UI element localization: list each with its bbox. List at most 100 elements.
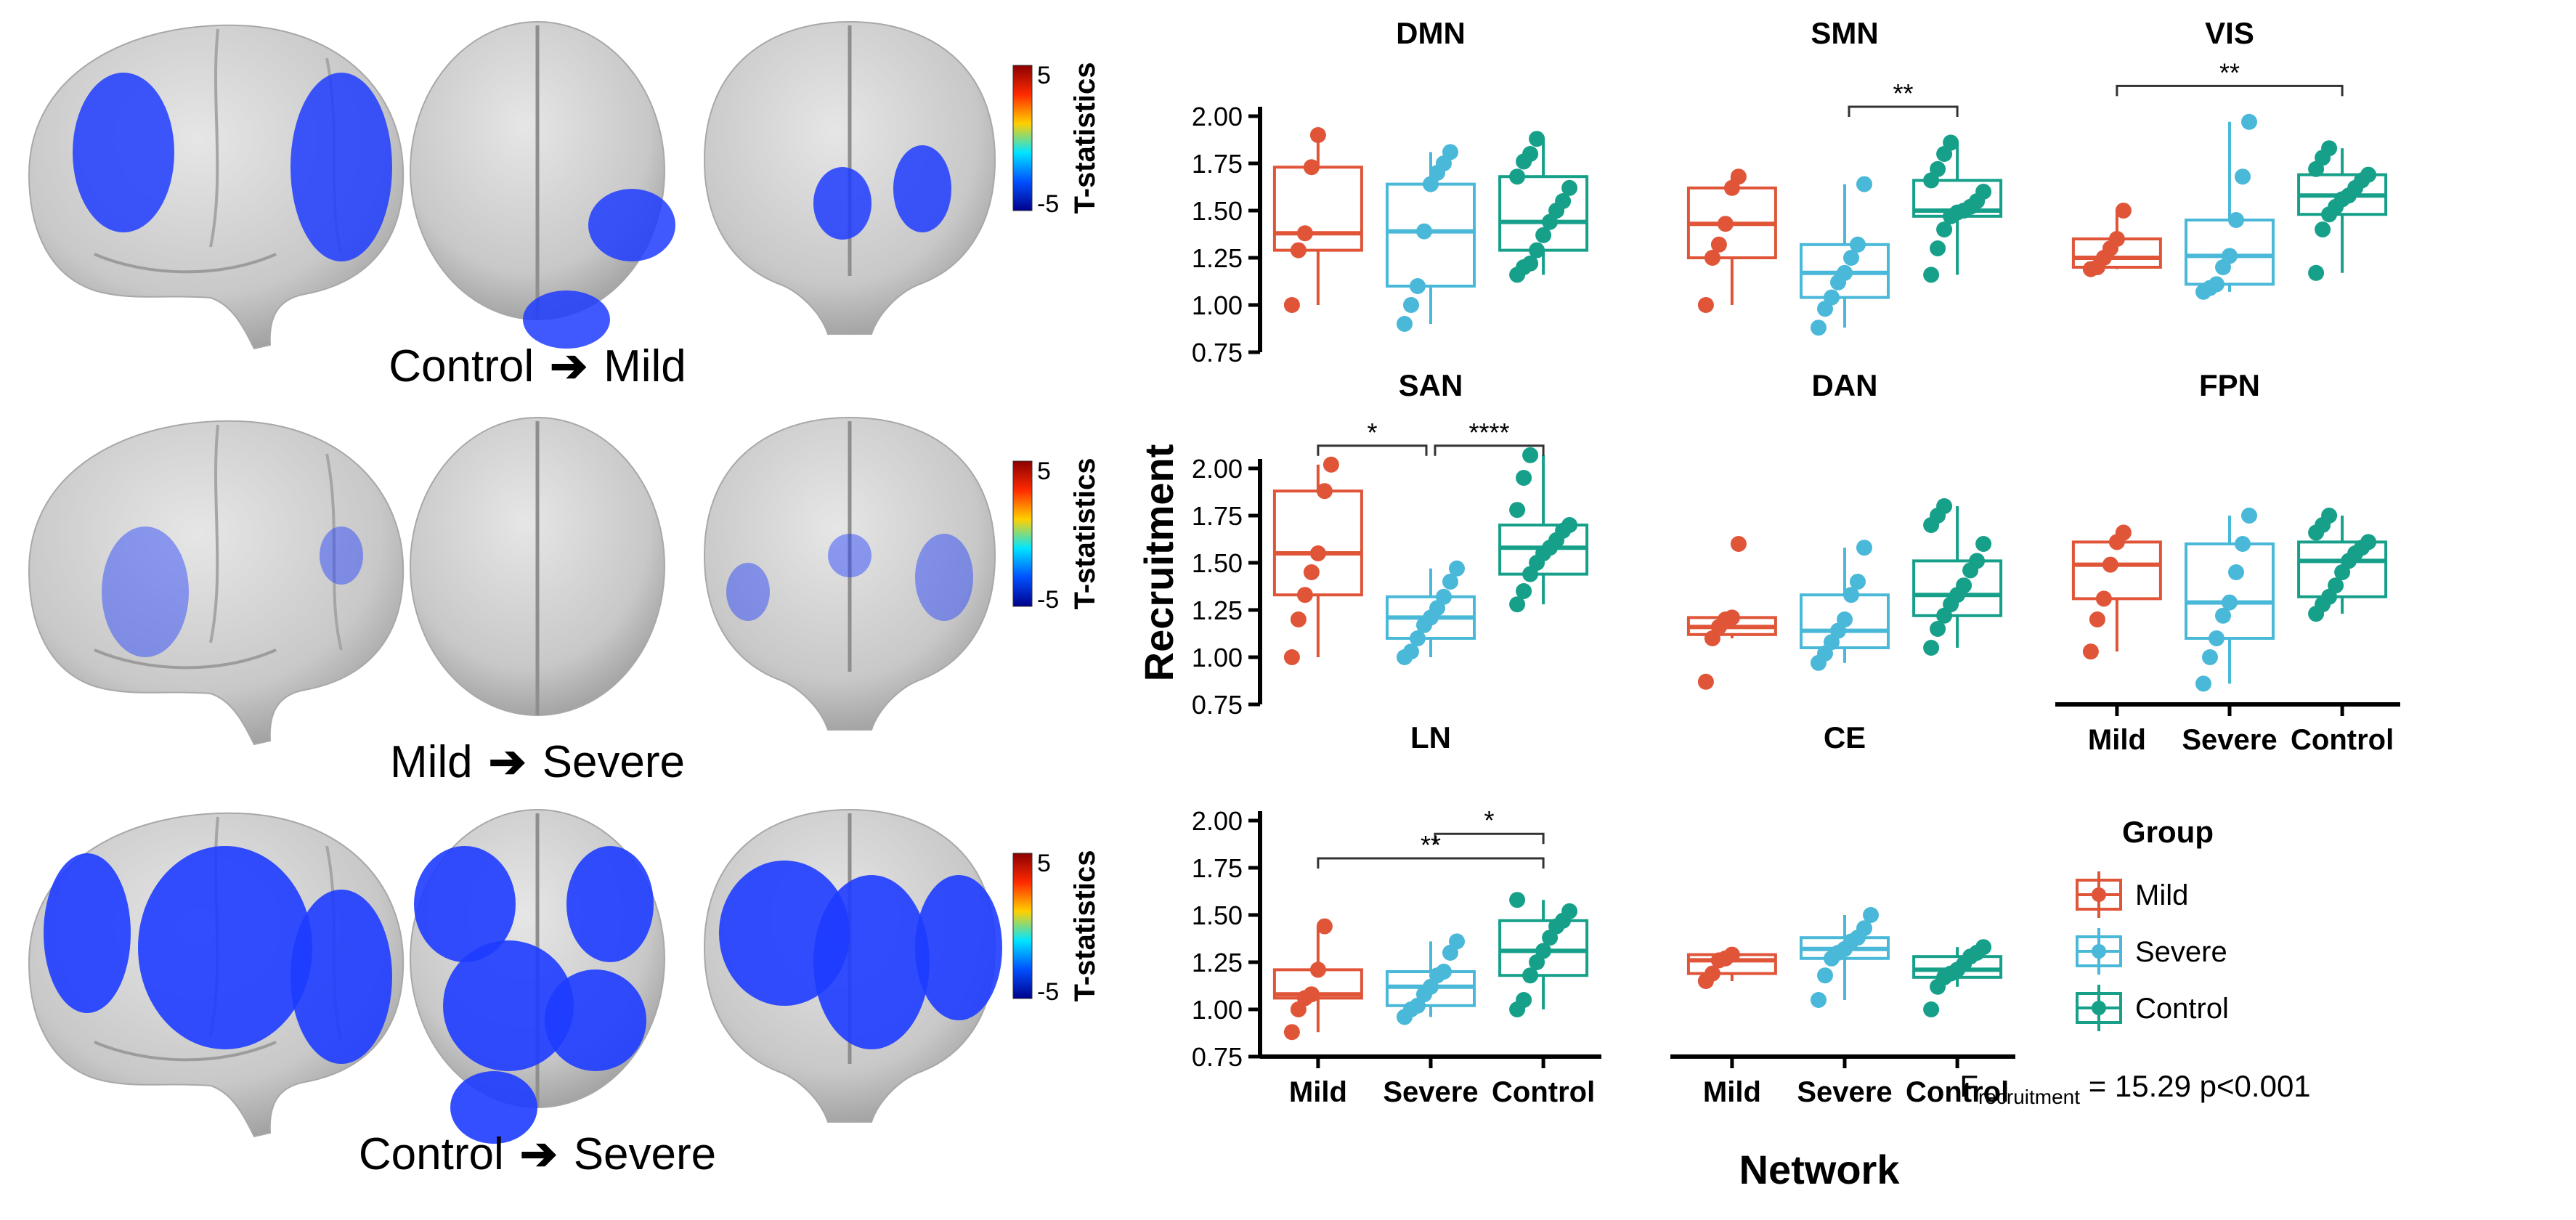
sulcus-line xyxy=(94,253,277,274)
box-severe xyxy=(1800,540,1890,671)
sulcus-line xyxy=(325,453,343,651)
activation-cluster xyxy=(290,73,392,261)
brain-row-1: 5 -5 T-statistics Control ➔ Mild xyxy=(28,20,1101,391)
significance-stars: * xyxy=(1367,418,1377,447)
activation-cluster xyxy=(414,846,516,962)
data-point xyxy=(2209,630,2224,646)
significance-bracket: ** xyxy=(1317,830,1545,869)
significance-stars: * xyxy=(1484,805,1495,835)
data-point xyxy=(1856,540,1872,556)
data-point xyxy=(1442,574,1458,590)
data-point xyxy=(1522,967,1539,984)
data-point xyxy=(1704,250,1720,266)
data-point xyxy=(2115,203,2132,219)
legend-item-severe: Severe xyxy=(2076,928,2227,975)
data-point xyxy=(1930,160,1946,177)
data-point xyxy=(1817,967,1833,984)
activation-cluster xyxy=(726,563,770,621)
data-point xyxy=(1710,236,1727,253)
box-mild xyxy=(1272,918,1363,1041)
data-point xyxy=(2202,649,2218,665)
data-point xyxy=(1416,223,1432,240)
f-statistic: Frecruitment = 15.29 p<0.001 xyxy=(1959,1069,2310,1108)
x-axis-label: Network xyxy=(1739,1147,1901,1192)
bracket-line xyxy=(1434,444,1545,456)
data-point xyxy=(1535,227,1552,243)
iqr-box xyxy=(2297,540,2388,598)
data-point xyxy=(2195,675,2211,692)
data-point xyxy=(1509,892,1526,908)
significance-bracket: **** xyxy=(1434,418,1545,456)
box-control xyxy=(1498,131,1589,283)
data-point xyxy=(1975,939,1992,956)
brain-figure: 5 -5 T-statistics Control ➔ Mild 5 -5 T-statisti… xyxy=(28,20,1101,1179)
data-point xyxy=(2222,594,2238,611)
comparison-caption: Control ➔ Severe xyxy=(359,1129,716,1179)
data-point xyxy=(2095,590,2112,607)
legend-label: Control xyxy=(2135,993,2229,1025)
data-point xyxy=(2360,534,2377,550)
data-point xyxy=(1930,240,1946,256)
legend: Group Mild Severe Control xyxy=(2076,815,2229,1031)
x-tick-label: Control xyxy=(1906,1076,2009,1108)
y-tick-label: 2.00 xyxy=(1192,806,1243,836)
y-tick-label: 1.25 xyxy=(1192,243,1243,273)
data-point xyxy=(1730,168,1747,185)
data-point xyxy=(1936,498,1953,514)
data-point xyxy=(1975,184,1992,200)
data-point xyxy=(1522,146,1539,162)
y-tick-label: 0.75 xyxy=(1192,690,1243,720)
data-point xyxy=(1923,640,1940,656)
data-point xyxy=(2235,536,2251,552)
box-control xyxy=(1498,447,1589,613)
colorbar-min-label: -5 xyxy=(1037,190,1059,218)
data-point xyxy=(1843,250,1859,266)
data-point xyxy=(1516,583,1532,599)
sulcus-line xyxy=(94,1041,277,1062)
box-mild xyxy=(1686,946,1777,989)
activation-cluster xyxy=(450,1071,537,1144)
bracket-line xyxy=(1317,444,1428,456)
box-control xyxy=(2297,140,2388,281)
data-point xyxy=(1403,297,1419,313)
data-point xyxy=(1509,596,1526,613)
panel-title: VIS xyxy=(2205,16,2254,50)
data-point xyxy=(2209,276,2224,293)
significance-stars: ** xyxy=(1893,78,1914,108)
data-point xyxy=(1296,225,1313,242)
legend-item-mild: Mild xyxy=(2076,871,2188,918)
significance-stars: ** xyxy=(1421,830,1441,860)
colorbar-title: T-statistics xyxy=(1069,62,1101,214)
box-severe xyxy=(1800,176,1890,336)
data-point xyxy=(2115,524,2132,541)
legend-swatch-dot xyxy=(2092,1001,2106,1015)
colorbar-min-label: -5 xyxy=(1037,586,1059,614)
data-point xyxy=(1509,502,1526,518)
colorbar-title: T-statistics xyxy=(1069,458,1101,610)
box-mild xyxy=(1686,536,1777,690)
bracket-line xyxy=(1434,832,1545,845)
y-tick-label: 1.75 xyxy=(1192,501,1243,531)
activation-cluster xyxy=(523,290,610,349)
panel-vis: VIS ** xyxy=(2071,16,2388,300)
y-tick-label: 1.25 xyxy=(1192,595,1243,625)
data-point xyxy=(2360,166,2377,183)
activation-cluster xyxy=(828,534,871,577)
x-tick-label: Control xyxy=(2291,724,2394,756)
data-point xyxy=(1863,907,1879,923)
activation-cluster xyxy=(545,969,646,1071)
iqr-box xyxy=(1912,559,2003,617)
legend-swatch-dot xyxy=(2092,887,2106,902)
bracket-line xyxy=(1317,857,1545,869)
colorbar xyxy=(1012,460,1033,607)
data-point xyxy=(2241,508,2257,524)
data-point xyxy=(2082,643,2099,660)
y-tick-label: 1.25 xyxy=(1192,948,1243,977)
data-point xyxy=(1322,456,1339,473)
data-point xyxy=(1403,643,1419,660)
data-point xyxy=(2308,264,2325,281)
activation-cluster xyxy=(138,846,312,1049)
x-tick-label: Control xyxy=(1492,1076,1595,1108)
box-control xyxy=(1912,134,2003,283)
panel-title: DAN xyxy=(1812,368,1878,402)
